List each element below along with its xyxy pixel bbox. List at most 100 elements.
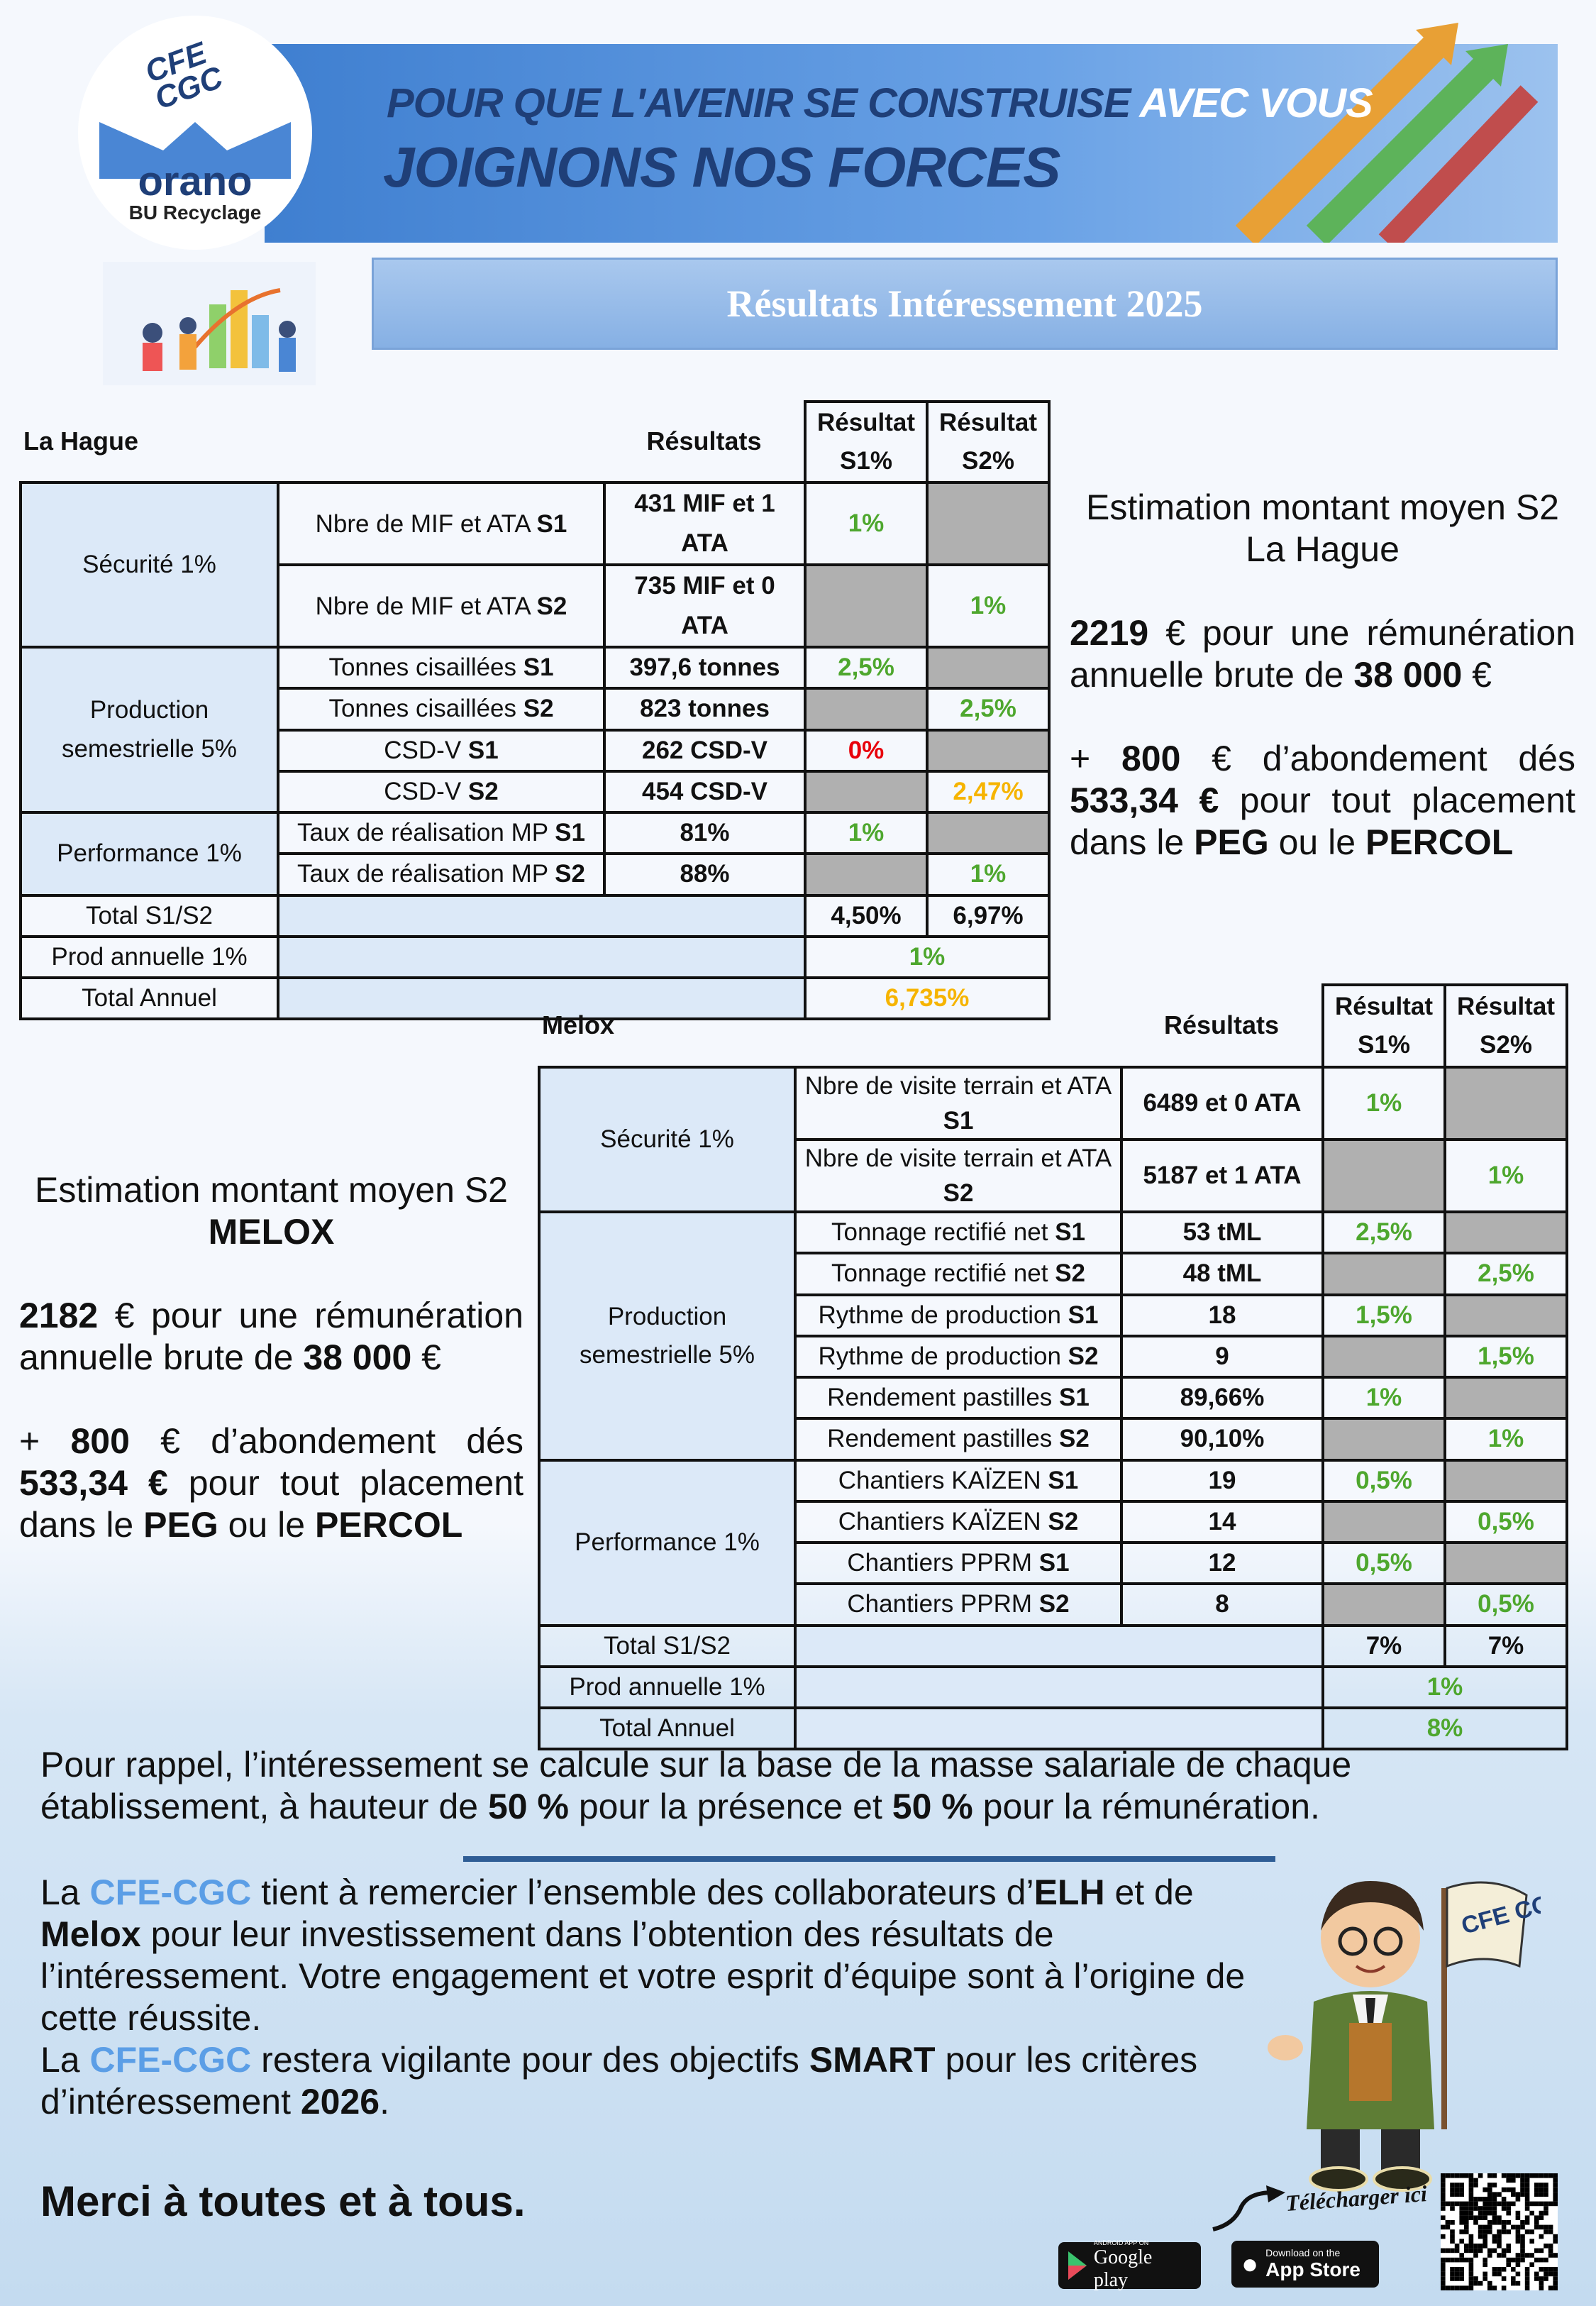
prod-value: 1% bbox=[804, 934, 1051, 980]
table-row: Chantiers PPRM S2 8 0,5% bbox=[539, 1582, 1568, 1627]
semester-label: S1 bbox=[536, 509, 567, 538]
page-title: Résultats Intéressement 2025 bbox=[726, 282, 1203, 325]
annual-value: 6,735% bbox=[804, 976, 1051, 1021]
s2-result: 2,5% bbox=[1443, 1252, 1568, 1296]
empty-cell bbox=[1443, 1066, 1568, 1141]
summary-row: Prod annuelle 1% 1% bbox=[19, 934, 1051, 980]
text-segment: + bbox=[19, 1421, 71, 1461]
criterion-cell: Nbre de visite terrain et ATA S2 bbox=[794, 1138, 1123, 1213]
group-label: Performance 1% bbox=[538, 1458, 797, 1627]
text-segment: CFE-CGC bbox=[89, 1872, 252, 1912]
semester-label: S2 bbox=[1059, 1425, 1090, 1453]
text-segment: 800 bbox=[70, 1421, 130, 1461]
summary-spacer bbox=[277, 934, 807, 980]
mascot-illustration: CFE CGC bbox=[1268, 1881, 1541, 2192]
text-segment: pour tout placement dans le bbox=[1070, 780, 1575, 862]
table-row: Rythme de production S2 9 1,5% bbox=[539, 1334, 1568, 1379]
semester-label: S2 bbox=[536, 592, 567, 620]
semester-label: S1 bbox=[1038, 1549, 1070, 1577]
thanks-text: La CFE-CGC tient à remercier l’ensemble … bbox=[40, 1872, 1253, 2123]
criterion-cell: Tonnage rectifié net S2 bbox=[794, 1252, 1123, 1296]
result-value: 14 bbox=[1120, 1499, 1324, 1545]
criterion-label: Taux de réalisation MP bbox=[297, 819, 555, 846]
criterion-label: Tonnage rectifié net bbox=[831, 1259, 1055, 1288]
result-value: 9 bbox=[1120, 1334, 1324, 1379]
table-row: Nbre de MIF et ATA S2 735 MIF et 0 ATA 1% bbox=[21, 563, 1051, 649]
criterion-cell: Rendement pastilles S1 bbox=[794, 1375, 1123, 1420]
estimate-site: MELOX bbox=[208, 1212, 335, 1252]
summary-row: Total Annuel 6,735% bbox=[19, 976, 1051, 1021]
table-row: Chantiers PPRM S1 12 0,5% bbox=[539, 1540, 1568, 1586]
arrow-icon bbox=[1212, 2185, 1285, 2231]
text-segment: 50 % bbox=[487, 1787, 569, 1826]
criterion-cell: Chantiers KAÏZEN S1 bbox=[794, 1458, 1123, 1503]
header-spacer bbox=[278, 402, 604, 482]
s1-header: Résultat S1% bbox=[804, 400, 929, 484]
total-s1: 7% bbox=[1321, 1623, 1446, 1668]
text-segment: PEG bbox=[143, 1505, 218, 1545]
melox-table: Melox Résultats Résultat S1% Résultat S2% Sé… bbox=[538, 983, 1568, 1751]
empty-cell bbox=[1443, 1375, 1568, 1420]
s1-result: 0% bbox=[804, 728, 929, 773]
text-segment: 2026 bbox=[300, 2082, 380, 2122]
table-row: Sécurité 1% Nbre de MIF et ATA S1 431 MIF … bbox=[19, 481, 1051, 649]
table-row: Rendement pastilles S2 90,10% 1% bbox=[539, 1417, 1568, 1462]
header-spacer bbox=[795, 985, 1121, 1067]
table-row: Tonnage rectifié net S2 48 tML 2,5% bbox=[539, 1252, 1568, 1296]
result-value: 48 tML bbox=[1120, 1252, 1324, 1296]
s2-result: 0,5% bbox=[1443, 1582, 1568, 1627]
criterion-label: Tonnes cisaillées bbox=[328, 695, 523, 723]
divider bbox=[463, 1856, 1275, 1862]
apple-icon: ● bbox=[1241, 2248, 1259, 2280]
semester-label: S1 bbox=[523, 653, 554, 681]
text-segment: restera vigilante pour des objectifs bbox=[251, 2040, 809, 2080]
s2-header: Résultat S2% bbox=[1443, 983, 1568, 1069]
semester-label: S1 bbox=[943, 1107, 974, 1135]
result-value: 6489 et 0 ATA bbox=[1120, 1066, 1324, 1141]
estimate-amount: 2182 € pour une rémunération annuelle br… bbox=[19, 1295, 523, 1379]
table-row: Taux de réalisation MP S2 88% 1% bbox=[21, 852, 1051, 897]
table-row: Production semestrielle 5% Tonnage rectif… bbox=[538, 1210, 1568, 1462]
group-label: Production semestrielle 5% bbox=[19, 646, 279, 814]
google-play-button[interactable]: ANDROID APP ON Google play bbox=[1058, 2239, 1201, 2291]
summary-row: Total Annuel 8% bbox=[538, 1706, 1568, 1751]
app-store-button[interactable]: ● Download on the App Store bbox=[1231, 2241, 1379, 2288]
summary-label: Total S1/S2 bbox=[538, 1623, 797, 1668]
criterion-label: Rendement pastilles bbox=[827, 1384, 1060, 1411]
google-play-icon bbox=[1068, 2251, 1087, 2280]
la-hague-estimate: Estimation montant moyen S2 La Hague 221… bbox=[1070, 487, 1575, 864]
semester-label: S1 bbox=[467, 736, 499, 764]
text-segment: pour la rémunération. bbox=[972, 1787, 1320, 1826]
criterion-cell: Chantiers KAÏZEN S2 bbox=[794, 1499, 1123, 1545]
criterion-label: Tonnes cisaillées bbox=[328, 653, 523, 681]
group-label: Sécurité 1% bbox=[19, 481, 279, 649]
text-segment: pour tout placement dans le bbox=[19, 1463, 523, 1545]
summary-row: Prod annuelle 1% 1% bbox=[538, 1665, 1568, 1710]
criterion-cell: Nbre de MIF et ATA S1 bbox=[277, 481, 606, 566]
empty-cell bbox=[804, 687, 929, 732]
text-segment: € pour une rémunération annuelle brute d… bbox=[19, 1296, 523, 1377]
semester-label: S2 bbox=[523, 695, 554, 723]
result-value: 12 bbox=[1120, 1540, 1324, 1586]
result-value: 81% bbox=[603, 810, 807, 856]
semester-label: S1 bbox=[1059, 1384, 1090, 1411]
criterion-cell: Tonnes cisaillées S2 bbox=[277, 687, 606, 732]
la-hague-table: La Hague Résultats Résultat S1% Résultat S2… bbox=[19, 400, 1051, 1021]
estimate-title: Estimation montant moyen S2 bbox=[1086, 487, 1559, 527]
criterion-cell: Nbre de visite terrain et ATA S1 bbox=[794, 1066, 1123, 1141]
text-segment: La bbox=[40, 2040, 90, 2080]
summary-spacer bbox=[794, 1623, 1324, 1668]
semester-label: S2 bbox=[943, 1179, 974, 1207]
empty-cell bbox=[1443, 1293, 1568, 1337]
summary-spacer bbox=[794, 1665, 1324, 1710]
s1-result: 1% bbox=[804, 810, 929, 856]
table-row: Production semestrielle 5% Tonnes cisaill… bbox=[19, 645, 1051, 814]
criterion-cell: CSD-V S2 bbox=[277, 769, 606, 815]
closing-text: Merci à toutes et à tous. bbox=[40, 2178, 526, 2225]
total-s2: 6,97% bbox=[926, 893, 1051, 938]
s2-result: 2,5% bbox=[926, 687, 1051, 732]
text-segment: La bbox=[40, 1872, 90, 1912]
estimate-abondement: + 800 € d’abondement dés 533,34 € pour t… bbox=[19, 1420, 523, 1546]
empty-cell bbox=[926, 645, 1051, 690]
qr-code[interactable] bbox=[1441, 2173, 1558, 2290]
